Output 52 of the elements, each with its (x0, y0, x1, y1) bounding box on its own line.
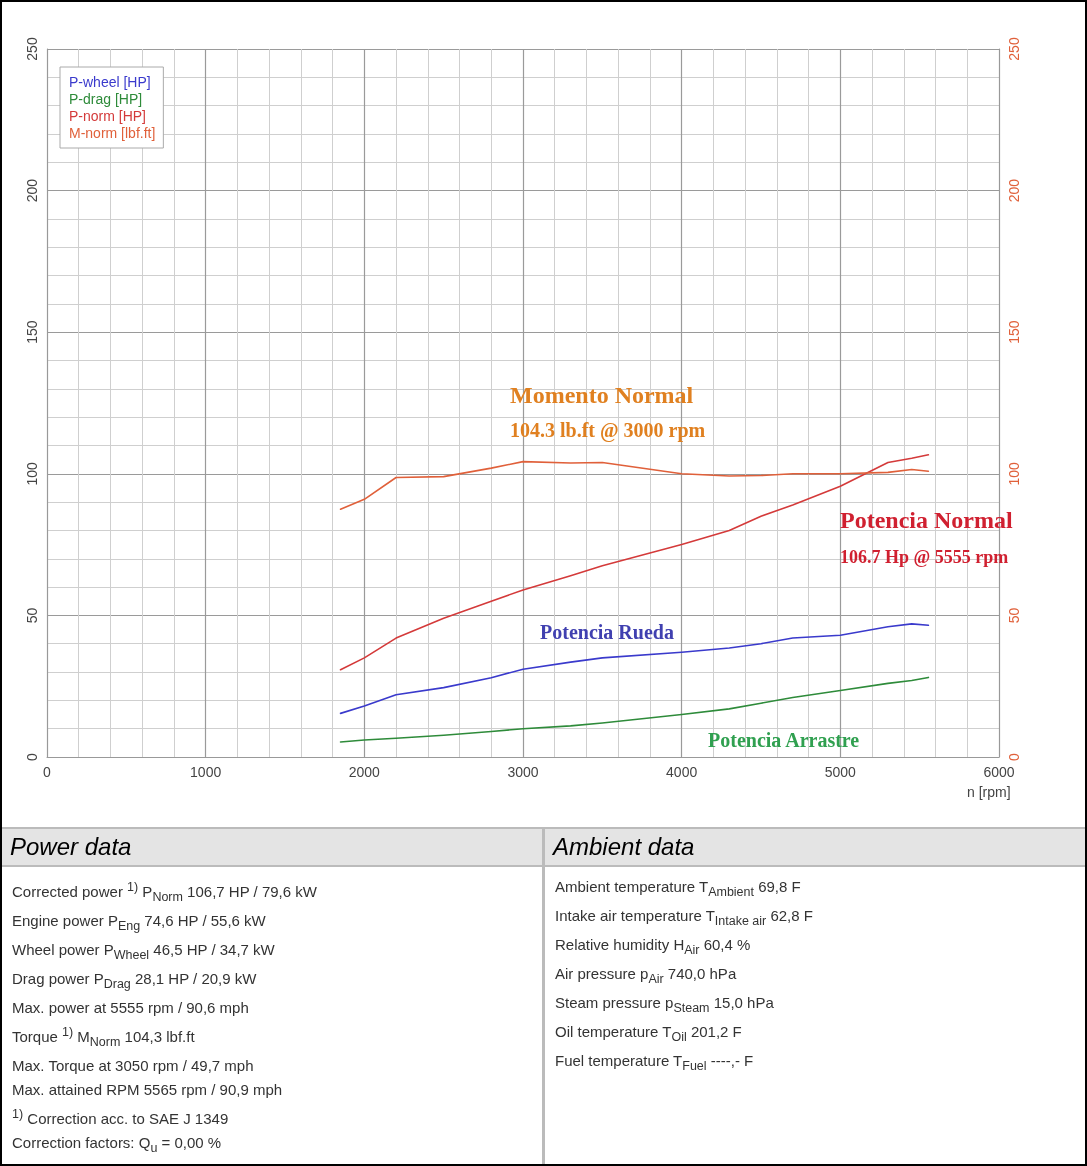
annotation: Potencia Arrastre (708, 729, 860, 751)
text: Intake air temperature T$_{Intake air}$ 62,8 F (555, 906, 814, 930)
text: Steam pressure p$_{Steam}$ 15,0 hPa (555, 993, 775, 1017)
annotation: Momento Normal (510, 382, 694, 408)
text: Torque $^{1)}$ M$_{Norm}$ 104,3 lbf.ft (12, 1024, 196, 1051)
y2-tick-label: 200 (1006, 178, 1022, 203)
text: Relative humidity H$_{Air}$ 60,4 % (555, 935, 752, 959)
x-tick-label: 3000 (507, 764, 539, 780)
x-tick-label: 1000 (190, 764, 222, 780)
x-axis-title: n [rpm] (967, 784, 1011, 800)
line-series (339, 623, 930, 715)
x-tick-label: 5000 (824, 764, 857, 780)
y2-tick-label: 0 (1006, 752, 1022, 761)
text: M-norm [lbf.ft] (69, 125, 156, 141)
y2-tick-label: 150 (1006, 320, 1022, 344)
text: Corrected power $^{1)}$ P$_{Norm}$ 106,7 HP / 79,6 kW (12, 879, 318, 906)
x-tick-label: 6000 (983, 764, 1015, 780)
text: Ambient data (545, 829, 1085, 867)
text: Engine power P$_{Eng}$ 74,6 HP / 55,6 kW (12, 911, 267, 935)
text: P-norm [HP] (69, 108, 147, 124)
y-tick-label: 100 (24, 461, 40, 486)
text: Correction factors: Q$_{u}$ = 0,00 % (12, 1133, 223, 1157)
text: Fuel temperature T$_{Fuel}$ ----,- F (555, 1051, 755, 1075)
text: P-wheel [HP] (69, 74, 151, 90)
y-tick-label: 0 (24, 752, 40, 761)
text: Max. Torque at 3050 rpm / 49,7 mph (12, 1056, 255, 1076)
text: Max. power at 5555 rpm / 90,6 mph (12, 998, 250, 1018)
x-tick-label: 4000 (666, 764, 698, 780)
text: Wheel power P$_{Wheel}$ 46,5 HP / 34,7 kW (12, 940, 276, 964)
text: Power data (2, 829, 542, 867)
annotation: 106.7 Hp @ 5555 rpm (840, 547, 1009, 567)
x-tick-label: 2000 (348, 764, 381, 780)
line-series (339, 454, 930, 671)
annotation: 104.3 lb.ft @ 3000 rpm (510, 419, 706, 442)
line-series (339, 460, 930, 510)
y2-tick-label: 50 (1006, 607, 1022, 624)
annotation: Potencia Normal (840, 507, 1013, 533)
annotation: Potencia Rueda (540, 621, 674, 643)
text: Oil temperature T$_{Oil}$ 201,2 F (555, 1022, 743, 1046)
text: Air pressure p$_{Air}$ 740,0 hPa (555, 964, 738, 988)
y-tick-label: 50 (24, 607, 40, 624)
y2-tick-label: 250 (1006, 37, 1022, 61)
x-tick-label: 0 (43, 764, 52, 780)
text: Max. attained RPM 5565 rpm / 90,9 mph (12, 1080, 284, 1100)
text: Drag power P$_{Drag}$ 28,1 HP / 20,9 kW (12, 969, 258, 993)
y-tick-label: 150 (24, 320, 40, 344)
text: Ambient temperature T$_{Ambient}$ 69,8 F (555, 877, 802, 901)
text: $^{1)}$ Correction acc. to SAE J 1349 (12, 1106, 230, 1129)
y2-tick-label: 100 (1006, 461, 1022, 486)
text: P-drag [HP] (69, 91, 143, 107)
y-tick-label: 250 (24, 37, 40, 61)
y-tick-label: 200 (24, 178, 40, 203)
